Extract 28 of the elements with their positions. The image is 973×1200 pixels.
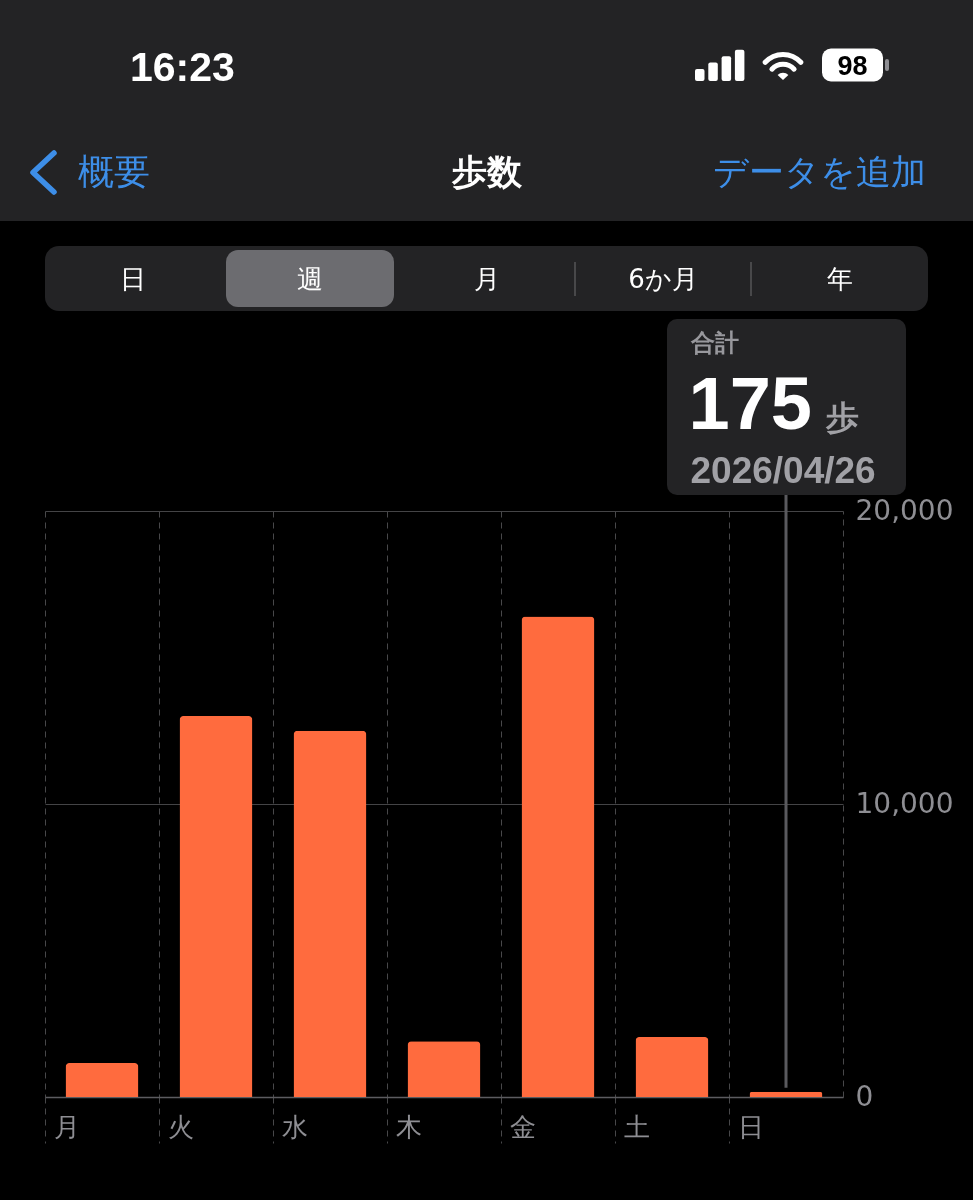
chart-title: 歩数 [451,151,522,192]
x-tick-label: 土 [624,1111,650,1142]
text: 98 [837,50,868,81]
bar [635,1036,709,1097]
text: 月 [473,263,500,294]
x-tick-label: 日 [738,1111,764,1142]
bar [179,716,253,1097]
text: 16:23 [130,43,235,90]
x-tick-label: 月 [54,1111,80,1142]
y-tick-label: 10,000 [855,786,954,820]
bar [65,1063,139,1097]
bar [749,1091,823,1097]
text: 概要 [78,151,150,192]
y-tick-label: 20,000 [855,493,954,527]
text: 年 [826,263,853,294]
x-tick-label: 水 [282,1111,308,1142]
text: 6か月 [628,263,698,294]
bar [521,616,595,1097]
text: データを追加 [713,151,926,192]
text: 日 [120,263,147,294]
x-tick-label: 木 [396,1111,422,1142]
bar [293,730,367,1097]
bar [407,1041,481,1097]
x-tick-label: 金 [510,1111,536,1142]
x-tick-label: 火 [168,1111,194,1142]
text: 週 [296,263,323,294]
tooltip: 合計 175 歩 2026/04/26 [666,319,906,495]
y-tick-label: 0 [855,1079,874,1113]
